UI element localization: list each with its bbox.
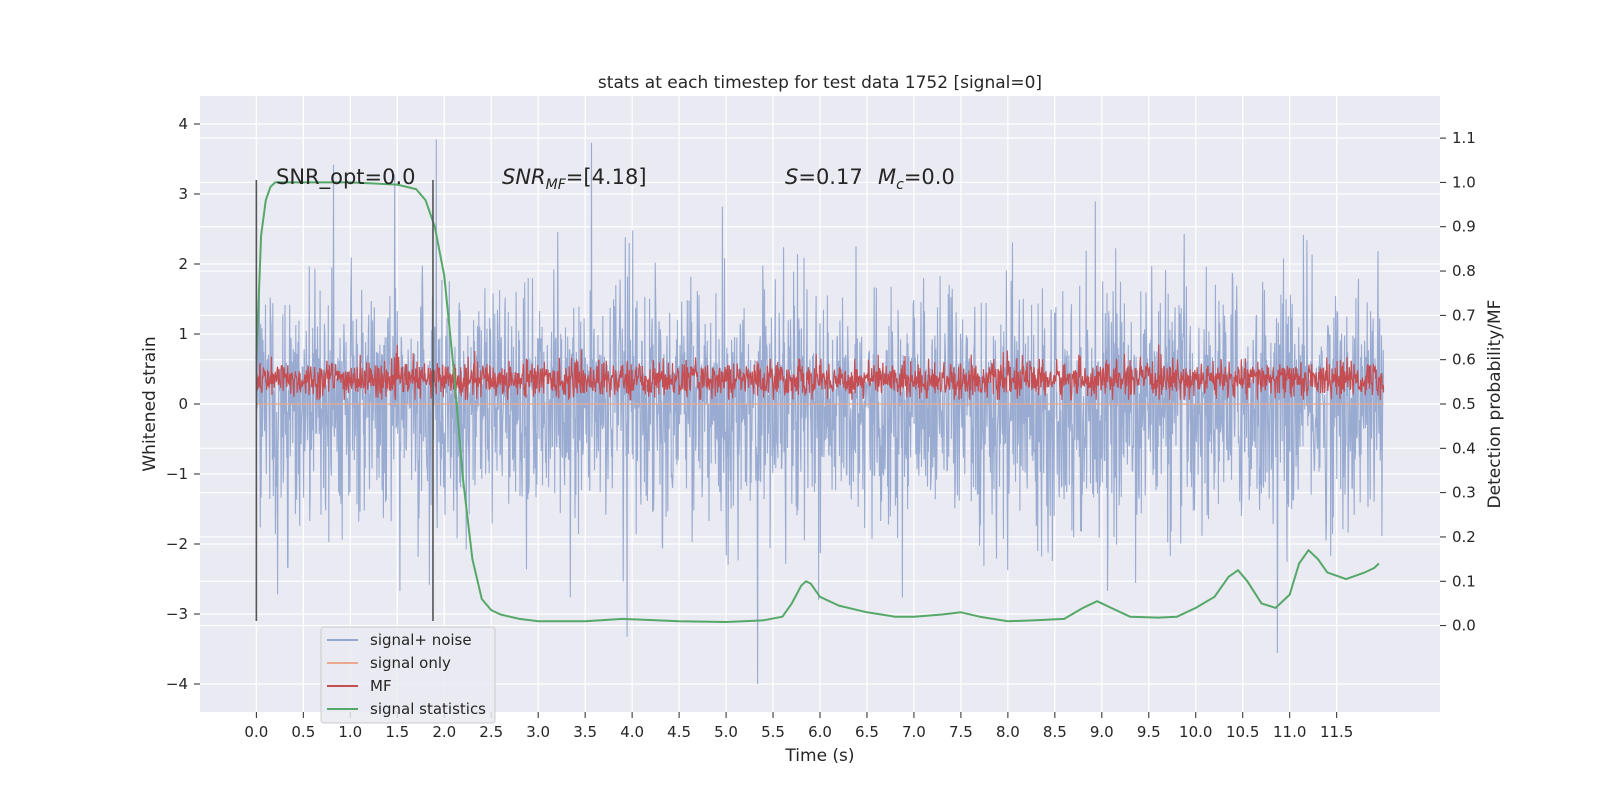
legend-label-signal-only: signal only xyxy=(370,654,451,672)
y-tick-label-right: 1.1 xyxy=(1452,129,1476,147)
mc-rest: =0.0 xyxy=(904,165,955,189)
y-tick-label-right: 0.9 xyxy=(1452,218,1476,236)
y-axis-label-right: Detection probability/MF xyxy=(1485,300,1505,509)
x-tick-label: 6.5 xyxy=(855,723,879,741)
x-tick-label: 7.5 xyxy=(949,723,973,741)
legend-label-signal-noise: signal+ noise xyxy=(370,631,472,649)
x-tick-label: 2.0 xyxy=(432,723,456,741)
mc-main: M xyxy=(878,165,896,189)
y-tick-label-right: 1.0 xyxy=(1452,173,1476,191)
y-tick-label-right: 0.3 xyxy=(1452,484,1476,502)
snr-mf-main: SNR xyxy=(502,165,546,189)
axis-ticks: 0.0 0.5 1.0 1.5 2.0 2.5 3.0 3.5 4.0 4.5 5.0 5.5 6.0 6… xyxy=(166,115,1476,741)
y-tick-label-right: 0.5 xyxy=(1452,395,1476,413)
x-tick-label: 4.0 xyxy=(620,723,644,741)
x-tick-label: 10.0 xyxy=(1179,723,1212,741)
mc-sub: c xyxy=(896,177,904,193)
legend: signal+ noise signal only MF signal stat… xyxy=(320,626,496,724)
x-tick-label: 1.5 xyxy=(385,723,409,741)
s-main: S xyxy=(785,165,798,189)
x-tick-label: 3.0 xyxy=(526,723,550,741)
y-tick-label-right: 0.6 xyxy=(1452,351,1476,369)
y-tick-label-left: −4 xyxy=(166,675,188,693)
y-tick-label-left: 2 xyxy=(178,255,188,273)
x-tick-label: 5.0 xyxy=(714,723,738,741)
x-tick-label: 4.5 xyxy=(667,723,691,741)
legend-label-mf: MF xyxy=(370,677,392,695)
series-layer xyxy=(255,139,1385,685)
annotation-snr-mf: SNRMF=[4.18] xyxy=(502,165,647,193)
series-mf-line xyxy=(255,344,1385,401)
y-tick-label-left: 3 xyxy=(178,185,188,203)
y-tick-label-left: 0 xyxy=(178,395,188,413)
x-tick-label: 8.0 xyxy=(996,723,1020,741)
x-tick-label: 11.5 xyxy=(1320,723,1353,741)
annotation-s: S=0.17 xyxy=(785,165,863,189)
legend-label-signal-statistics: signal statistics xyxy=(370,700,486,718)
y-tick-label-left: −3 xyxy=(166,605,188,623)
y-tick-label-left: 4 xyxy=(178,115,188,133)
x-tick-label: 6.0 xyxy=(808,723,832,741)
x-tick-label: 11.0 xyxy=(1273,723,1306,741)
y-tick-label-right: 0.1 xyxy=(1452,572,1476,590)
snr-mf-sub: MF xyxy=(546,177,567,193)
legend-box xyxy=(320,626,496,724)
x-tick-label: 0.5 xyxy=(291,723,315,741)
y-tick-label-right: 0.4 xyxy=(1452,439,1476,457)
series-signal-statistics-line xyxy=(255,181,1380,623)
x-tick-label: 7.0 xyxy=(902,723,926,741)
y-tick-label-left: −2 xyxy=(166,535,188,553)
x-tick-label: 2.5 xyxy=(479,723,503,741)
y-tick-label-left: 1 xyxy=(178,325,188,343)
s-rest: =0.17 xyxy=(798,165,862,189)
y-axis-label-left: Whitened strain xyxy=(140,336,160,471)
chart-title: stats at each timestep for test data 175… xyxy=(598,73,1042,93)
x-tick-label: 5.5 xyxy=(761,723,785,741)
x-tick-label: 8.5 xyxy=(1043,723,1067,741)
vertical-markers xyxy=(255,180,434,621)
x-tick-label: 0.0 xyxy=(244,723,268,741)
y-tick-label-right: 0.8 xyxy=(1452,262,1476,280)
x-tick-label: 1.0 xyxy=(338,723,362,741)
annotation-snr-opt: SNR_opt=0.0 xyxy=(276,165,416,190)
annotation-mc: Mc=0.0 xyxy=(878,165,955,193)
x-tick-label: 10.5 xyxy=(1226,723,1259,741)
y-tick-label-right: 0.0 xyxy=(1452,617,1476,635)
x-axis-label: Time (s) xyxy=(784,746,854,766)
y-tick-label-right: 0.7 xyxy=(1452,306,1476,324)
x-tick-label: 9.0 xyxy=(1090,723,1114,741)
x-tick-label: 3.5 xyxy=(573,723,597,741)
y-tick-label-left: −1 xyxy=(166,465,188,483)
snr-mf-rest: =[4.18] xyxy=(566,165,647,189)
y-tick-label-right: 0.2 xyxy=(1452,528,1476,546)
x-tick-label: 9.5 xyxy=(1137,723,1161,741)
